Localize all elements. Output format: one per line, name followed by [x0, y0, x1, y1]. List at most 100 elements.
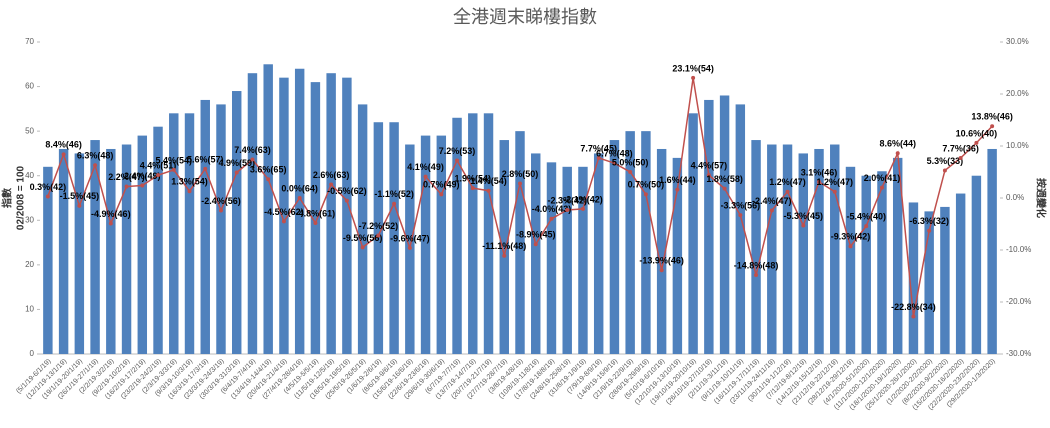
point — [234, 170, 239, 175]
bar — [515, 131, 525, 354]
point — [706, 173, 711, 178]
data-label: -22.8%(34) — [891, 302, 936, 312]
point — [344, 198, 349, 203]
data-label: -6.3%(32) — [909, 216, 949, 226]
data-label: 0.7%(49) — [423, 180, 460, 190]
bar — [452, 117, 462, 355]
point — [93, 163, 98, 168]
bar — [955, 193, 966, 354]
point — [722, 186, 727, 191]
y-axis-sublabel: 02/2008 = 100 — [16, 165, 27, 230]
point — [124, 184, 129, 189]
point — [470, 186, 475, 191]
bar — [798, 153, 808, 354]
bar — [279, 77, 289, 355]
bar — [625, 131, 635, 354]
point — [329, 182, 334, 187]
point — [486, 188, 491, 193]
point — [927, 228, 932, 233]
y2-tick-label: 0.0% — [1006, 193, 1024, 202]
point — [423, 174, 428, 179]
data-label: 1.2%(47) — [816, 177, 853, 187]
bar — [232, 91, 242, 355]
bar — [326, 73, 336, 354]
data-label: -11.1%(48) — [482, 241, 526, 251]
y-tick-label: 40 — [25, 171, 34, 180]
data-label: 0.7%(50) — [628, 180, 665, 190]
point — [313, 220, 318, 225]
point — [785, 189, 790, 194]
bar — [830, 144, 840, 354]
data-label: -5.3%(45) — [784, 211, 824, 221]
point — [108, 221, 113, 226]
bar — [877, 171, 887, 354]
data-label: 8.4%(46) — [45, 140, 82, 150]
data-label: 3.6%(65) — [250, 165, 287, 175]
point — [502, 253, 507, 258]
data-label: 5.0%(50) — [612, 157, 649, 167]
point — [376, 233, 381, 238]
point — [455, 158, 460, 163]
point — [596, 155, 601, 160]
bar — [90, 140, 100, 354]
bar — [924, 211, 934, 354]
data-label: -4.5%(62) — [264, 207, 304, 217]
data-label: 7.4%(63) — [234, 145, 271, 155]
data-label: -4.8%(61) — [296, 208, 336, 218]
bar — [373, 122, 384, 354]
data-label: 5.4%(54) — [156, 155, 193, 165]
bar — [499, 140, 509, 354]
bar — [74, 153, 85, 354]
data-label: 1.8%(58) — [706, 174, 743, 184]
y2-tick-label: 20.0% — [1006, 89, 1029, 98]
bar — [656, 148, 667, 354]
bar — [200, 99, 210, 354]
point — [675, 187, 680, 192]
chart-title: 全港週末睇樓指數 — [453, 7, 597, 27]
data-label: 13.8%(46) — [971, 112, 1013, 122]
point — [518, 181, 522, 186]
data-label: 4.4%(57) — [691, 160, 728, 170]
data-label: 4.9%(59) — [218, 158, 255, 168]
point — [911, 314, 916, 319]
y2-tick-label: -30.0% — [1006, 349, 1031, 358]
data-label: 6.7%(48) — [596, 149, 633, 159]
point — [848, 244, 853, 249]
data-label: 2.6%(63) — [313, 170, 350, 180]
data-label: 4.1%(49) — [407, 162, 444, 172]
bar — [531, 153, 541, 354]
data-label: 2.4%(49) — [124, 171, 161, 181]
data-label: 23.1%(54) — [672, 63, 714, 73]
data-label: -1.5%(45) — [60, 191, 100, 201]
data-label: 2.8%(50) — [502, 169, 539, 179]
bar — [767, 144, 777, 354]
point — [691, 75, 696, 80]
point — [171, 167, 176, 172]
bar — [137, 135, 148, 354]
point — [392, 201, 397, 206]
data-label: 5.6%(57) — [187, 154, 224, 164]
data-label: -7.2%(52) — [359, 221, 399, 231]
y-tick-label: 0 — [30, 349, 35, 358]
y-tick-label: 50 — [25, 126, 34, 135]
y-tick-label: 70 — [25, 37, 34, 46]
y2-tick-label: 30.0% — [1006, 37, 1029, 46]
y2-tick-label: 10.0% — [1006, 141, 1029, 150]
data-label: -2.4%(47) — [752, 196, 792, 206]
point — [974, 140, 979, 145]
bar — [971, 175, 982, 354]
data-label: 0.0%(64) — [281, 183, 318, 193]
y-tick-label: 10 — [25, 305, 34, 314]
bar — [782, 144, 793, 354]
data-label: 1.2%(47) — [769, 177, 806, 187]
data-label: 6.3%(48) — [77, 151, 114, 161]
point — [643, 192, 648, 197]
data-label: -1.1%(52) — [374, 189, 414, 199]
bar — [578, 166, 588, 354]
data-label: 2.2%(47) — [108, 172, 145, 182]
point — [754, 272, 759, 277]
bar — [106, 148, 116, 354]
data-label: 1.6%(44) — [659, 175, 696, 185]
data-label: 3.1%(46) — [801, 167, 838, 177]
